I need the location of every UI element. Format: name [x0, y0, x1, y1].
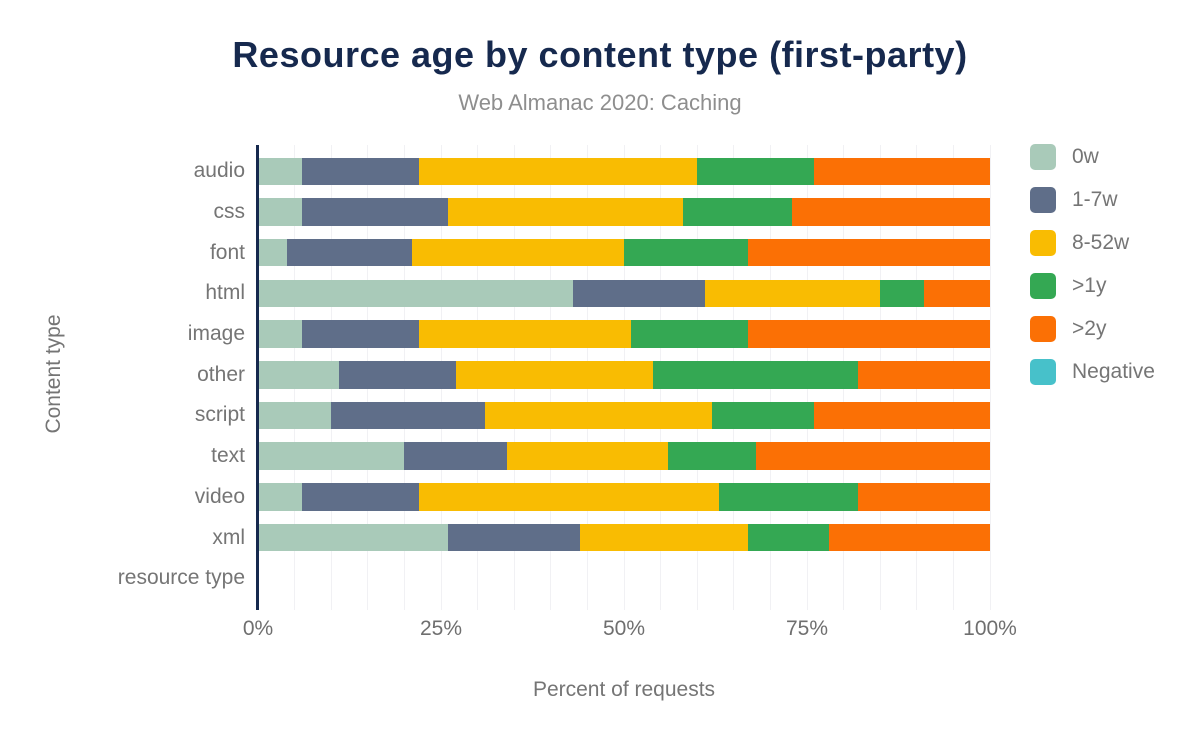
bar-segment-video-8-52w[interactable] — [419, 483, 720, 511]
bar-segment-audio->1y[interactable] — [697, 157, 815, 185]
bar-segment-audio->2y[interactable] — [814, 157, 990, 185]
bar-segment-video-0w[interactable] — [258, 483, 302, 511]
bar-segment-other-1-7w[interactable] — [338, 361, 456, 389]
legend-swatch-0w — [1030, 144, 1056, 170]
x-tick-label-100%: 100% — [963, 617, 1017, 640]
bar-segment-audio-8-52w[interactable] — [419, 157, 698, 185]
chart-title: Resource age by content type (first-part… — [232, 34, 968, 75]
bar-segment-image-8-52w[interactable] — [419, 320, 632, 348]
x-tick-label-25%: 25% — [419, 617, 463, 640]
x-tick-label-75%: 75% — [785, 617, 829, 640]
bar-segment-xml->1y[interactable] — [748, 523, 829, 552]
bar-segment-text->1y[interactable] — [667, 442, 756, 470]
legend-swatch->1y — [1030, 273, 1056, 299]
legend-label: 1-7w — [1072, 188, 1118, 211]
bar-segment-text->2y[interactable] — [755, 442, 990, 470]
legend-label: >1y — [1072, 274, 1107, 297]
bar-segment-font-1-7w[interactable] — [287, 238, 412, 267]
x-tick-label-0%: 0% — [242, 617, 274, 640]
x-axis-title: Percent of requests — [532, 678, 716, 701]
bar-segment-script->2y[interactable] — [814, 401, 990, 430]
y-axis-line — [256, 145, 259, 610]
bar-segment-html-8-52w[interactable] — [704, 279, 881, 308]
bar-segment-html-0w[interactable] — [258, 279, 573, 308]
bar-segment-image->2y[interactable] — [748, 320, 990, 348]
chart-subtitle: Web Almanac 2020: Caching — [458, 90, 742, 115]
y-tick-label-xml: xml — [212, 525, 245, 549]
bar-segment-font->2y[interactable] — [748, 238, 990, 267]
legend-item->2y[interactable]: >2y — [1030, 316, 1106, 342]
legend-label: >2y — [1072, 317, 1107, 340]
y-tick-label-html: html — [205, 281, 245, 305]
y-tick-label-css: css — [213, 199, 246, 223]
bar-segment-css-1-7w[interactable] — [301, 198, 449, 226]
bar-segment-html-1-7w[interactable] — [572, 279, 705, 308]
bar-segment-xml->2y[interactable] — [828, 523, 990, 552]
y-tick-label-image: image — [187, 322, 245, 346]
y-tick-label-other: other — [197, 362, 245, 386]
bar-segment-video-1-7w[interactable] — [301, 483, 420, 511]
bar-segment-script-8-52w[interactable] — [484, 401, 712, 430]
bar-segment-font-8-52w[interactable] — [411, 238, 624, 267]
legend-swatch->2y — [1030, 316, 1056, 342]
y-tick-label-resource-type: resource type — [117, 566, 245, 590]
legend-swatch-1-7w — [1030, 187, 1056, 213]
bar-segment-image-0w[interactable] — [258, 320, 302, 348]
bar-segment-video->1y[interactable] — [719, 483, 859, 511]
bar-segment-script->1y[interactable] — [711, 401, 815, 430]
bar-segment-html->1y[interactable] — [880, 279, 925, 308]
bar-segment-image-1-7w[interactable] — [301, 320, 420, 348]
bar-segment-html->2y[interactable] — [924, 279, 990, 308]
legend-item->1y[interactable]: >1y — [1030, 273, 1106, 299]
y-tick-label-audio: audio — [193, 159, 245, 183]
bar-segment-css-8-52w[interactable] — [448, 198, 683, 226]
bar-segment-font-0w[interactable] — [258, 238, 288, 267]
bar-segment-other->2y[interactable] — [858, 361, 990, 389]
bar-segment-font->1y[interactable] — [624, 238, 749, 267]
y-tick-label-video: video — [194, 484, 245, 508]
legend-item-1-7w[interactable]: 1-7w — [1030, 187, 1118, 213]
bar-segment-video->2y[interactable] — [858, 483, 990, 511]
bar-segment-text-0w[interactable] — [258, 442, 405, 470]
bar-segment-css-0w[interactable] — [258, 198, 302, 226]
legend-swatch-8-52w — [1030, 230, 1056, 256]
bar-segment-other-8-52w[interactable] — [455, 361, 654, 389]
bar-segment-css->2y[interactable] — [792, 198, 990, 226]
bar-segment-audio-0w[interactable] — [258, 157, 302, 185]
legend-label: 0w — [1072, 145, 1099, 168]
y-tick-label-font: font — [209, 240, 245, 264]
bar-segment-image->1y[interactable] — [631, 320, 749, 348]
bar-segment-audio-1-7w[interactable] — [301, 157, 420, 185]
plot-area — [258, 145, 991, 610]
legend-item-8-52w[interactable]: 8-52w — [1030, 230, 1129, 256]
x-tick-label-50%: 50% — [602, 617, 646, 640]
bar-segment-script-1-7w[interactable] — [331, 401, 485, 430]
legend-item-0w[interactable]: 0w — [1030, 144, 1099, 170]
bar-segment-script-0w[interactable] — [258, 401, 332, 430]
legend-label: 8-52w — [1072, 231, 1130, 254]
gridline — [989, 145, 991, 610]
bar-segment-other-0w[interactable] — [258, 361, 339, 389]
y-axis-title: Content type — [42, 314, 65, 434]
bar-segment-text-1-7w[interactable] — [404, 442, 507, 470]
legend-item-Negative[interactable]: Negative — [1030, 359, 1155, 385]
bar-segment-xml-1-7w[interactable] — [448, 523, 581, 552]
bar-segment-other->1y[interactable] — [653, 361, 859, 389]
legend-label: Negative — [1072, 360, 1155, 383]
y-tick-label-script: script — [194, 403, 245, 427]
bar-segment-css->1y[interactable] — [682, 198, 793, 226]
y-tick-label-text: text — [211, 444, 245, 468]
legend-swatch-Negative — [1030, 359, 1056, 385]
bar-segment-text-8-52w[interactable] — [506, 442, 668, 470]
bar-segment-xml-0w[interactable] — [258, 523, 449, 552]
bar-segment-xml-8-52w[interactable] — [580, 523, 749, 552]
